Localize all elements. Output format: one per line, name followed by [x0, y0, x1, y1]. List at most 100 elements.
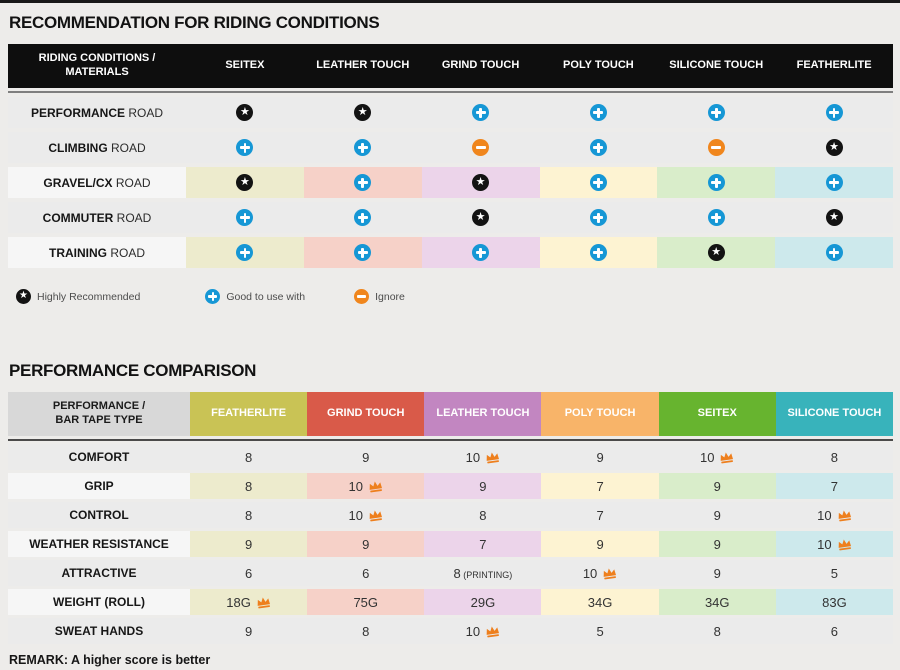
score-value: 9	[362, 536, 370, 552]
score-value: 10	[817, 507, 832, 523]
score-cell: 9	[190, 531, 308, 557]
score-value: 83G	[822, 594, 847, 610]
riding-row-label: TRAINING ROAD	[8, 237, 186, 268]
riding-row-label-text: TRAINING ROAD	[48, 245, 145, 260]
score-cell: 9	[541, 531, 659, 557]
score-value: 9	[713, 478, 721, 494]
plus-icon	[354, 244, 372, 261]
best-score-crown-icon	[486, 626, 500, 637]
recommendation-cell	[303, 132, 422, 163]
score-cell: 10	[307, 473, 425, 499]
plus-icon	[236, 209, 254, 226]
score-cell: 9	[658, 531, 776, 557]
column-header-poly-touch: POLY TOUCH	[541, 392, 659, 436]
recommendation-cell	[303, 97, 422, 128]
score-value: 8	[479, 507, 487, 523]
plus-icon	[472, 244, 490, 261]
score-cell: 10	[424, 618, 542, 644]
score-value: 10	[582, 565, 598, 581]
riding-table-header-row: RIDING CONDITIONS / MATERIALS SEITEX LEAT…	[8, 44, 893, 88]
star-icon	[236, 174, 254, 191]
score-value: 75G	[353, 594, 379, 610]
performance-row-label-text: GRIP	[84, 479, 114, 493]
recommendation-cell	[657, 237, 776, 268]
score-cell: 10	[658, 444, 776, 470]
column-header-featherlite: FEATHERLITE	[796, 59, 872, 72]
plus-icon	[589, 244, 607, 261]
riding-table-separator	[8, 91, 893, 93]
score-cell: 83G	[775, 589, 893, 615]
riding-row-label: GRAVEL/CX ROAD	[8, 167, 186, 198]
plus-icon	[354, 139, 372, 156]
score-value: 5	[830, 565, 839, 581]
score-cell: 8	[307, 618, 425, 644]
score-value: 18G	[226, 594, 251, 610]
performance-row-label: CONTROL	[8, 502, 190, 528]
plus-icon	[707, 174, 725, 191]
recommendation-cell	[421, 167, 540, 198]
recommendation-cell	[186, 132, 304, 163]
riding-row-label: PERFORMANCE ROAD	[8, 97, 186, 128]
riding-row-label: COMMUTER ROAD	[8, 202, 186, 233]
performance-row-control: CONTROL 8 10 8 7 9 10	[8, 502, 893, 528]
plus-icon	[825, 104, 843, 121]
score-value: 8	[362, 623, 370, 639]
recommendation-cell	[657, 97, 776, 128]
score-cell: 10	[775, 531, 893, 557]
plus-icon	[707, 209, 725, 226]
score-value: 7	[830, 478, 839, 494]
riding-table-corner-header: RIDING CONDITIONS / MATERIALS	[38, 52, 156, 78]
score-value: 9	[596, 449, 604, 465]
legend-label: Good to use with	[226, 290, 306, 303]
performance-table-body: COMFORT 8 9 10 9 10 8 GRIP 8 10 9 7 9 7 CONTROL 8 10 8 7 9 1…	[8, 444, 893, 644]
plus-icon	[589, 174, 607, 191]
recommendation-cell	[775, 202, 893, 233]
score-value: 9	[596, 536, 604, 552]
score-value: 9	[713, 507, 721, 523]
recommendation-cell	[775, 237, 893, 268]
star-icon	[707, 244, 725, 261]
score-value: 10	[348, 478, 363, 494]
plus-icon	[354, 209, 372, 226]
column-header-leather-touch: LEATHER TOUCH	[316, 59, 410, 72]
score-value: 10	[465, 623, 481, 639]
performance-row-comfort: COMFORT 8 9 10 9 10 8	[8, 444, 893, 470]
star-icon	[825, 209, 843, 226]
score-value: 7	[596, 507, 604, 523]
recommendation-cell	[421, 237, 540, 268]
performance-row-weight-roll: WEIGHT (ROLL) 18G 75G 29G 34G 34G 83G	[8, 589, 893, 615]
score-cell: 10	[307, 502, 425, 528]
performance-comparison-title: PERFORMANCE COMPARISON	[9, 361, 257, 380]
plus-icon	[589, 209, 607, 226]
score-cell: 9	[658, 473, 776, 499]
recommendation-cell	[657, 167, 776, 198]
star-icon	[354, 104, 372, 121]
score-value: 8	[830, 449, 839, 465]
performance-row-label: WEATHER RESISTANCE	[8, 531, 190, 557]
performance-row-label-text: WEATHER RESISTANCE	[29, 537, 169, 551]
performance-row-label-text: CONTROL	[69, 508, 129, 522]
performance-table-separator	[8, 439, 893, 441]
score-cell: 10	[775, 502, 893, 528]
best-score-crown-icon	[369, 510, 383, 521]
score-value: 8	[713, 623, 721, 639]
performance-comparison-table: PERFORMANCE / BAR TAPE TYPE FEATHERLITE G…	[8, 392, 893, 644]
plus-icon	[354, 174, 372, 191]
performance-row-label-text: COMFORT	[68, 450, 130, 464]
recommendation-cell	[775, 97, 893, 128]
minus-icon	[472, 139, 490, 156]
score-value: 6	[830, 623, 839, 639]
score-cell: 9	[658, 502, 776, 528]
page-content: RECOMMENDATION FOR RIDING CONDITIONS RID…	[0, 13, 900, 667]
score-cell: 8	[775, 444, 893, 470]
score-cell: 6	[775, 618, 893, 644]
recommendation-cell	[303, 167, 422, 198]
column-header-silicone-touch: SILICONE TOUCH	[775, 392, 893, 436]
performance-row-attractive: ATTRACTIVE 6 6 8 (PRINTING) 10 9 5	[8, 560, 893, 586]
performance-row-label: COMFORT	[8, 444, 190, 470]
score-value: 10	[817, 536, 832, 552]
performance-row-label-text: WEIGHT (ROLL)	[53, 595, 145, 609]
score-value: 9	[479, 478, 487, 494]
top-border-bar	[0, 0, 900, 3]
column-header-featherlite: FEATHERLITE	[190, 392, 308, 436]
